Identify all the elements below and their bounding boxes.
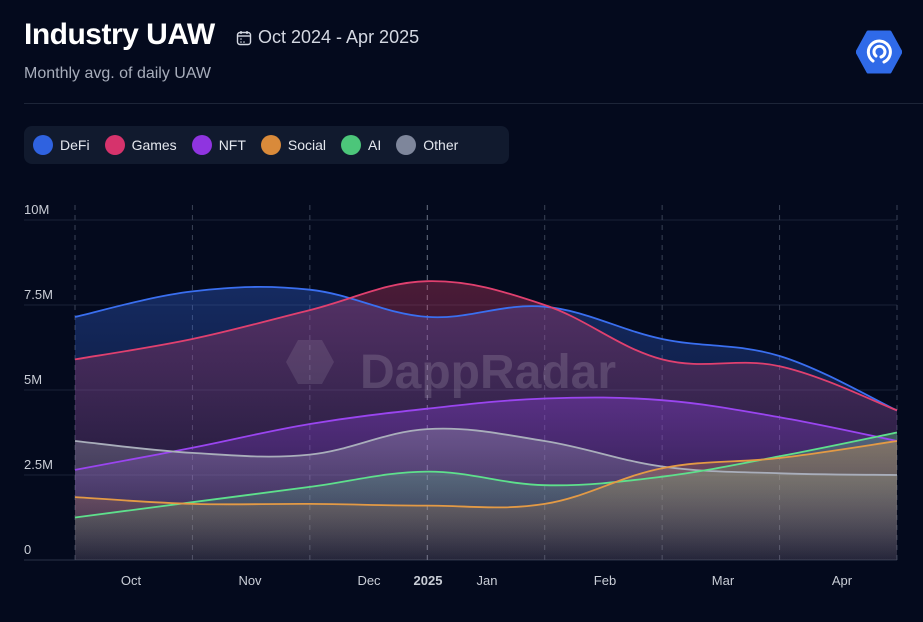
x-tick-label: Jan (477, 573, 498, 588)
legend-label: Games (131, 137, 177, 153)
legend-label: AI (368, 137, 382, 153)
legend-item-games[interactable]: Games (104, 135, 177, 155)
y-tick-label: 5M (24, 372, 42, 387)
line-nft (74, 396, 898, 471)
x-tick-label: Dec (357, 573, 381, 588)
legend-label: DeFi (60, 137, 90, 153)
date-range-picker[interactable]: Oct 2024 - Apr 2025 (236, 27, 419, 48)
area-social (75, 441, 897, 560)
line-other (74, 427, 898, 476)
legend-dot (260, 135, 281, 155)
x-tick-label: Oct (121, 573, 142, 588)
watermark-group: DappRadar (286, 340, 616, 399)
y-tick-label: 0 (24, 542, 31, 557)
legend-label: NFT (218, 137, 246, 153)
y-tick-label: 10M (24, 202, 49, 217)
legend-item-social[interactable]: Social (260, 135, 327, 155)
page-title: Industry UAW (24, 18, 215, 51)
x-tick-label: Nov (238, 573, 262, 588)
y-tick-label: 7.5M (24, 287, 53, 302)
watermark: DappRadar (360, 346, 616, 399)
legend-dot (104, 135, 125, 155)
legend-item-defi[interactable]: DeFi (33, 135, 90, 155)
y-tick-label: 2.5M (24, 457, 53, 472)
legend-dot (396, 135, 417, 155)
watermark-logo-icon (286, 340, 334, 384)
x-tick-label: Mar (712, 573, 735, 588)
calendar-icon (236, 30, 252, 45)
line-games (74, 280, 898, 412)
legend-label: Other (423, 137, 459, 153)
x-tick-label: Feb (594, 573, 616, 588)
legend: DeFi Games NFT Social AI Other (24, 126, 509, 164)
legend-dot (33, 135, 53, 155)
header-divider (24, 103, 923, 104)
subtitle: Monthly avg. of daily UAW (24, 65, 212, 82)
dappradar-logo-icon (856, 30, 902, 74)
line-social (74, 440, 898, 509)
legend-item-other[interactable]: Other (396, 135, 458, 155)
legend-dot (341, 135, 362, 155)
legend-dot (191, 135, 212, 155)
legend-label: Social (287, 137, 327, 153)
legend-item-nft[interactable]: NFT (191, 135, 246, 155)
legend-item-ai[interactable]: AI (341, 135, 381, 155)
date-range-label: Oct 2024 - Apr 2025 (258, 27, 420, 47)
line-defi (74, 286, 898, 412)
x-tick-label: 2025 (414, 573, 443, 588)
x-tick-label: Apr (832, 573, 853, 588)
